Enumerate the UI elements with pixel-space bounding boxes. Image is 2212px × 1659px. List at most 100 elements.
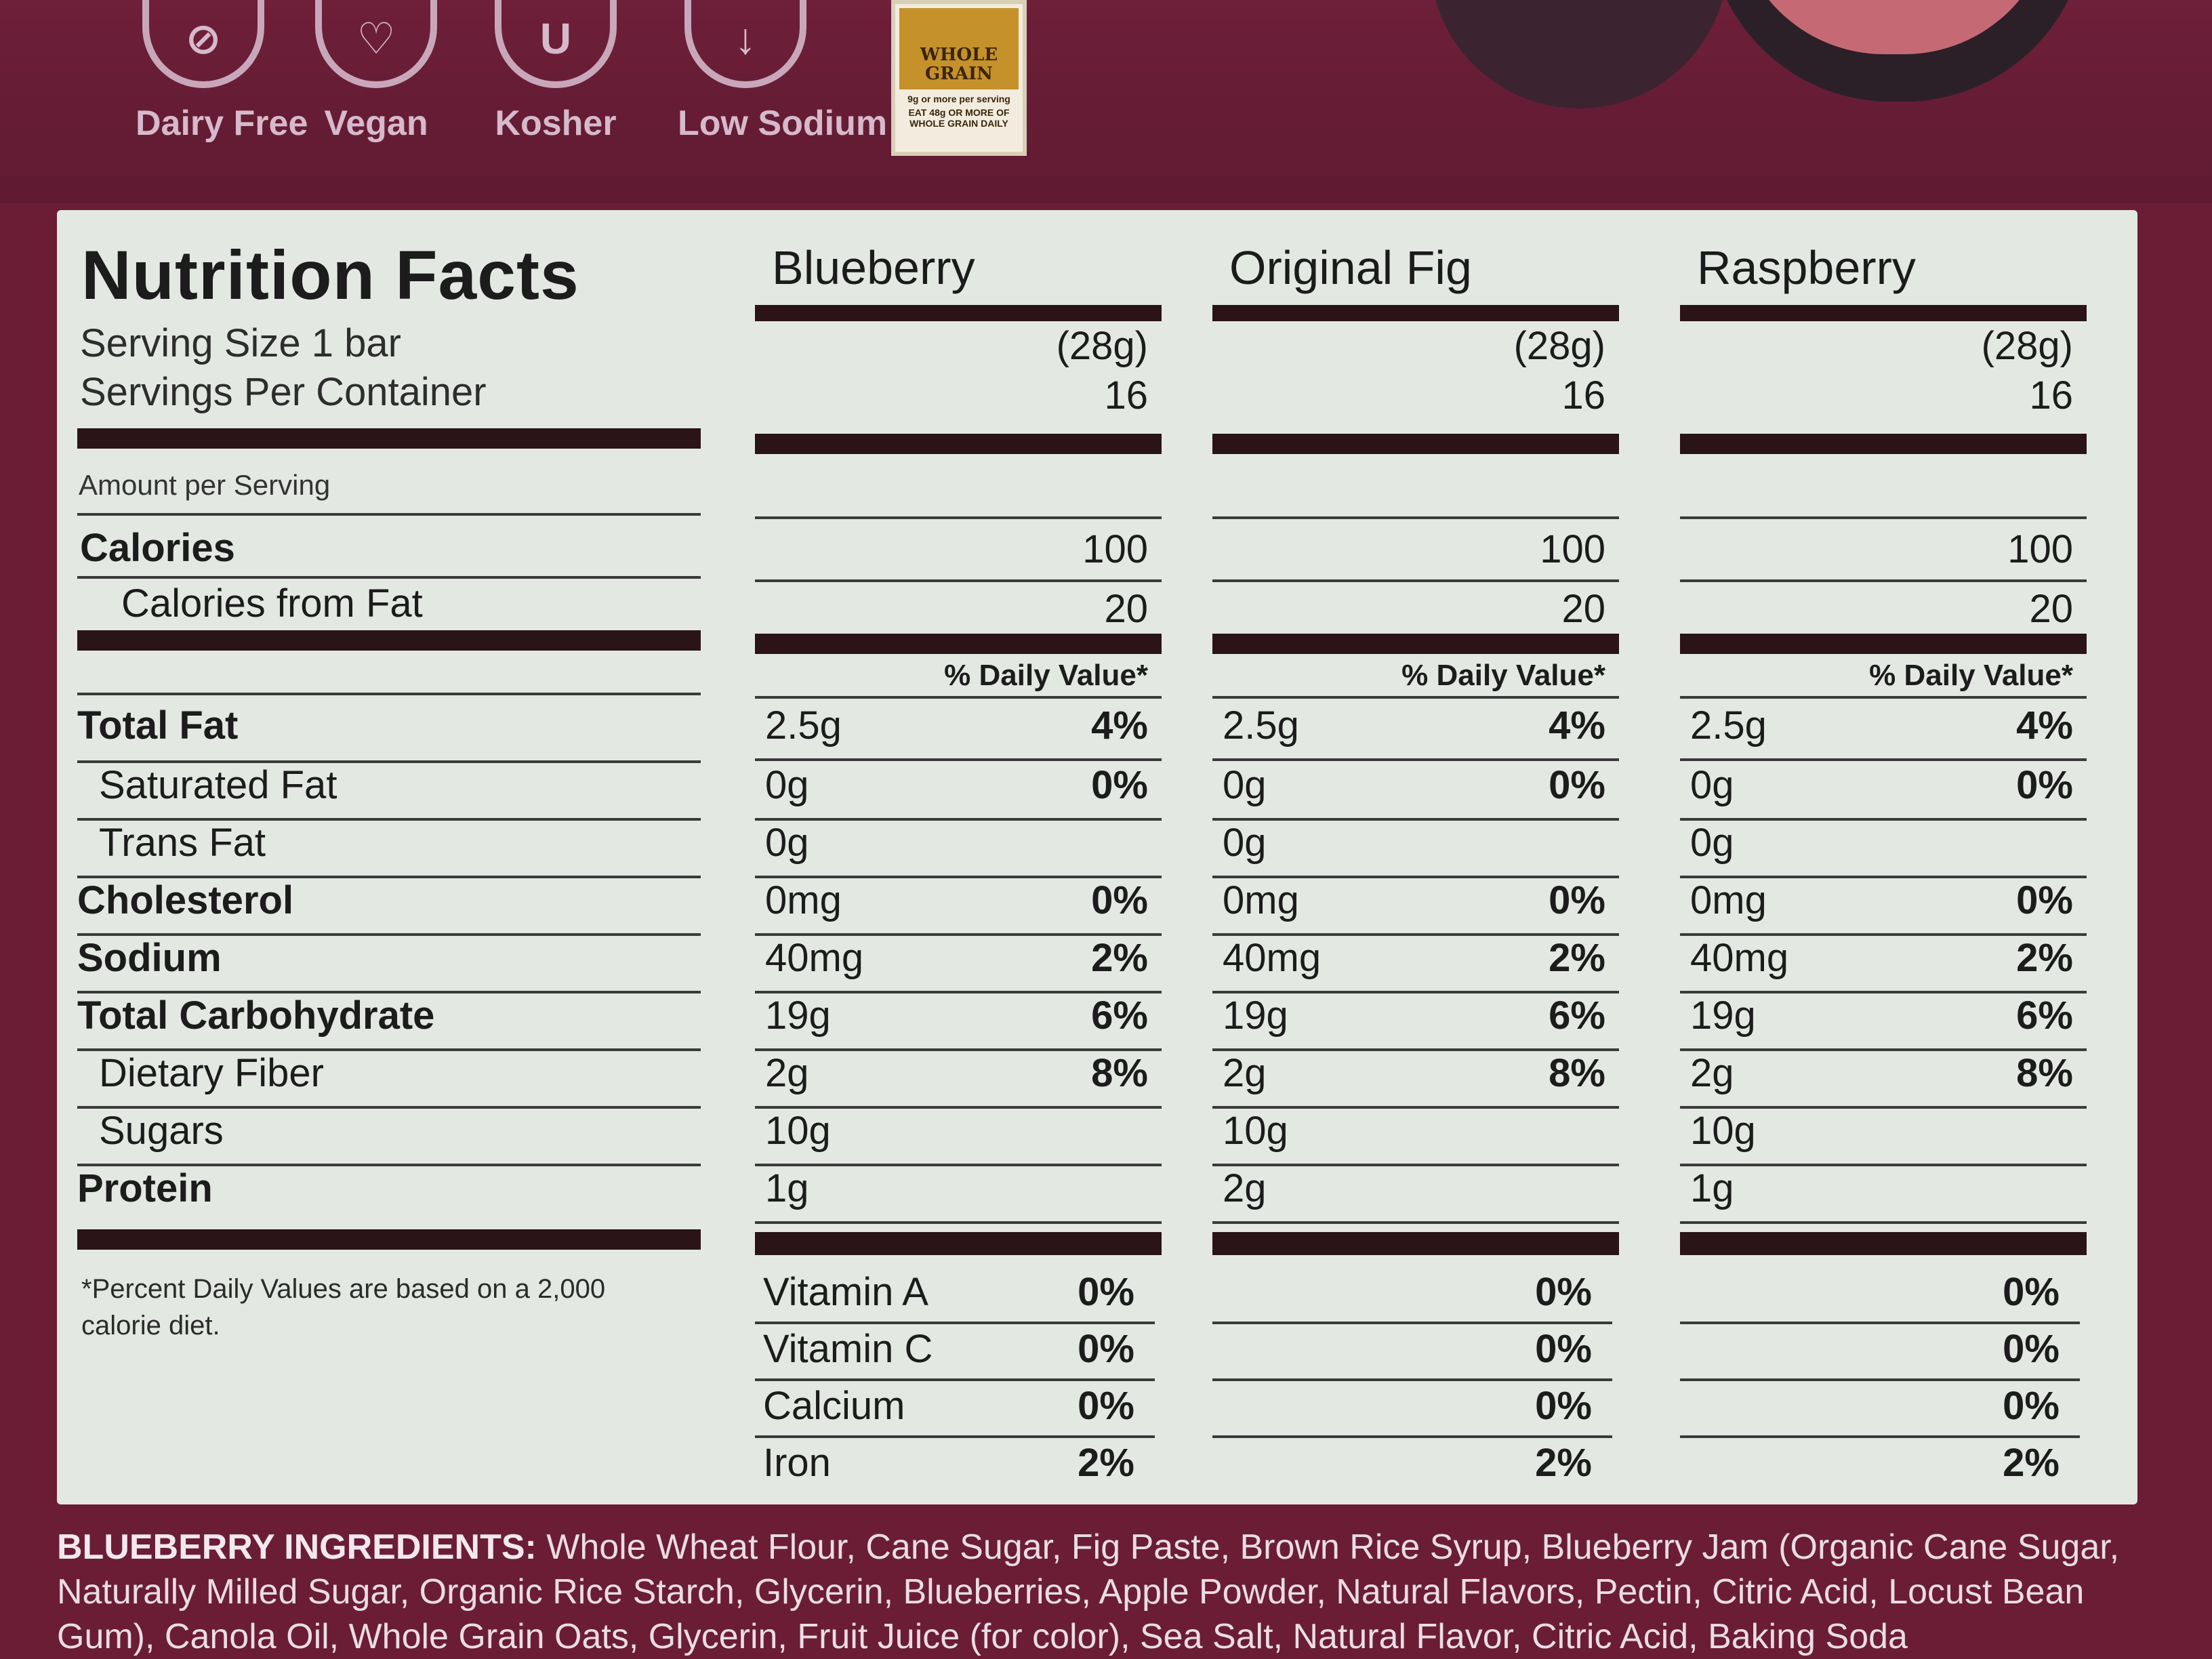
vegan-icon: ♡ [315, 0, 437, 88]
vegan-label: Vegan [324, 104, 428, 143]
saturated-fat-label: Saturated Fat [99, 763, 337, 807]
thick-divider [1212, 1232, 1619, 1255]
nutrient-percent: 0% [1549, 763, 1605, 807]
nutrition-panel: Nutrition Facts Serving Size 1 bar Servi… [57, 210, 2137, 1504]
row-divider [1212, 1322, 1612, 1324]
thick-divider [1212, 305, 1619, 321]
servings-per-container: Servings Per Container [80, 370, 487, 414]
row-divider [1212, 818, 1619, 821]
whole-grain-note: EAT 48g OR MORE OF WHOLE GRAIN DAILY [908, 107, 1010, 129]
nutrient-amount: 2g [765, 1051, 809, 1095]
ingredients-label: BLUEBERRY INGREDIENTS: [57, 1528, 537, 1567]
nutrient-percent: 8% [1549, 1051, 1605, 1095]
row-divider [1680, 991, 2087, 994]
row-divider [1680, 579, 2087, 582]
kosher-badge: U Kosher [488, 0, 623, 144]
row-divider [755, 1048, 1162, 1051]
row-divider [1680, 758, 2087, 761]
servings-count: 16 [1104, 373, 1148, 417]
vitamin-percent: 0% [2003, 1270, 2060, 1314]
row-divider [1680, 1048, 2087, 1051]
protein-label: Protein [77, 1166, 213, 1210]
row-divider [755, 991, 1162, 994]
row-divider [1212, 696, 1619, 699]
nutrient-amount: 40mg [1223, 936, 1322, 980]
thick-divider [77, 428, 701, 449]
servings-count: 16 [1561, 373, 1605, 417]
vitamin-label: Calcium [763, 1384, 905, 1428]
row-divider [755, 876, 1162, 878]
calories-from-fat-label: Calories from Fat [121, 581, 423, 626]
nutrient-amount: 19g [1223, 994, 1288, 1038]
nutrient-amount: 19g [765, 994, 831, 1038]
row-divider [1680, 1221, 2087, 1224]
row-divider [1212, 1435, 1612, 1438]
nutrient-amount: 10g [1690, 1109, 1756, 1153]
vitamin-label: Vitamin A [763, 1270, 928, 1314]
total-carbohydrate-label: Total Carbohydrate [77, 994, 435, 1038]
thick-divider [1212, 434, 1619, 454]
thick-divider [1680, 434, 2087, 454]
row-divider [1680, 818, 2087, 821]
nutrient-amount: 0mg [1690, 878, 1767, 922]
salt-shaker-icon: ↓ [684, 0, 806, 88]
nutrient-amount: 0g [1223, 763, 1267, 807]
kosher-label: Kosher [495, 104, 617, 143]
nutrient-percent: 2% [2016, 936, 2073, 980]
sodium-label: Sodium [77, 936, 222, 980]
low-sodium-badge: ↓ Low Sodium [678, 0, 887, 144]
dairy-free-badge: ⊘ Dairy Free [136, 0, 308, 144]
calories-from-fat-value: 20 [1561, 587, 1605, 631]
thick-divider [755, 434, 1162, 454]
total-fat-label: Total Fat [77, 703, 239, 747]
nutrient-percent: 2% [1549, 936, 1605, 980]
column-title: Raspberry [1697, 241, 1916, 294]
nutrient-amount: 40mg [765, 936, 864, 980]
nutrient-amount: 2g [1223, 1051, 1267, 1095]
row-divider [755, 758, 1162, 761]
row-divider [1212, 579, 1619, 582]
row-divider [1212, 1221, 1619, 1224]
vitamin-percent: 2% [1078, 1441, 1134, 1485]
row-divider [755, 1435, 1155, 1438]
row-divider [755, 1221, 1162, 1224]
nutrient-amount: 0mg [765, 878, 842, 922]
row-divider [1212, 758, 1619, 761]
serving-grams: (28g) [1056, 324, 1148, 368]
calories-value: 100 [1082, 527, 1148, 571]
row-divider [1680, 1435, 2080, 1438]
daily-value-header: % Daily Value* [1869, 659, 2073, 692]
vitamin-percent: 0% [1535, 1384, 1592, 1428]
row-divider [1212, 1164, 1619, 1166]
row-divider [1212, 1378, 1612, 1381]
vitamin-label: Iron [763, 1441, 831, 1485]
vitamin-label: Vitamin C [763, 1327, 933, 1371]
nutrient-percent: 0% [1091, 878, 1148, 922]
ingredients: BLUEBERRY INGREDIENTS: Whole Wheat Flour… [57, 1525, 2131, 1659]
serving-size: Serving Size 1 bar [80, 321, 401, 365]
nutrient-percent: 0% [1091, 763, 1148, 807]
nutrient-percent: 8% [1091, 1051, 1148, 1095]
vitamin-percent: 0% [1078, 1384, 1134, 1428]
row-divider [1212, 1106, 1619, 1109]
vitamin-percent: 0% [1535, 1327, 1592, 1371]
nutrient-amount: 0g [765, 821, 809, 865]
row-divider [755, 579, 1162, 582]
nutrient-percent: 0% [2016, 763, 2073, 807]
nutrient-percent: 4% [1549, 703, 1605, 747]
calories-from-fat-value: 20 [1104, 587, 1148, 631]
cholesterol-label: Cholesterol [77, 878, 294, 922]
nutrient-amount: 2.5g [765, 703, 842, 747]
nutrient-amount: 2.5g [1223, 703, 1299, 747]
thick-divider [77, 1229, 701, 1250]
row-divider [755, 516, 1162, 519]
thick-divider [755, 1232, 1162, 1255]
nutrient-amount: 1g [1690, 1166, 1734, 1210]
nutrient-amount: 10g [765, 1109, 831, 1153]
trans-fat-label: Trans Fat [99, 821, 266, 865]
thick-divider [77, 630, 701, 651]
vitamin-percent: 2% [2003, 1441, 2060, 1485]
dairy-free-icon: ⊘ [142, 0, 264, 88]
ingredients-text: Whole Wheat Flour, Cane Sugar, Fig Paste… [57, 1528, 2120, 1656]
nutrient-percent: 6% [1091, 994, 1148, 1038]
